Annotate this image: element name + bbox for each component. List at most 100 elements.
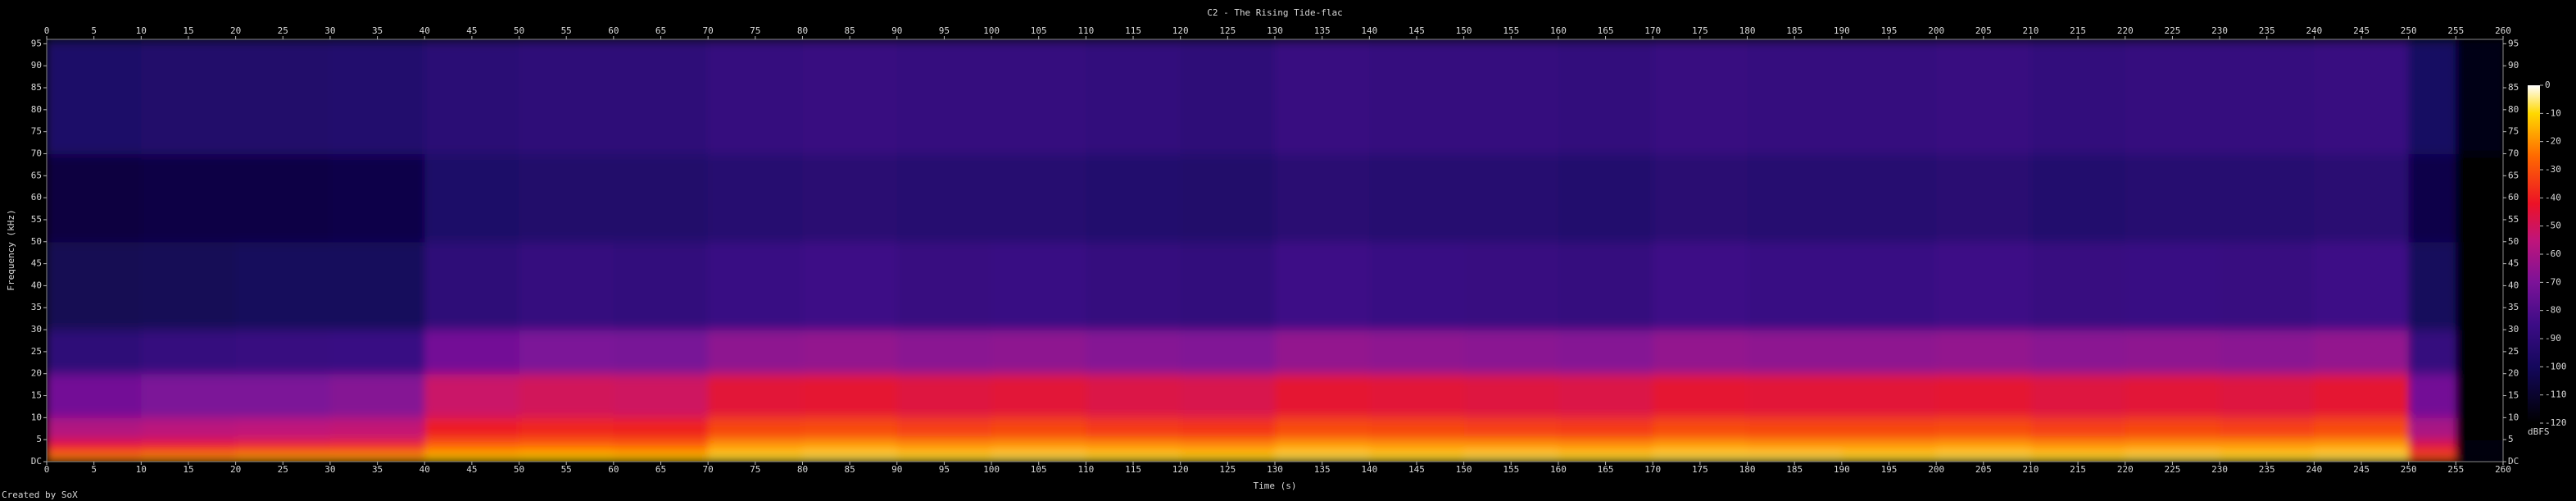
heat-cell: [2125, 453, 2220, 462]
heat-cell: [1653, 153, 1748, 243]
heat-cell: [519, 373, 615, 418]
x-tick-label: 90: [891, 464, 902, 475]
x-tick-label: 150: [1456, 25, 1472, 36]
heat-cell: [47, 330, 142, 375]
y-tick-label: 5: [36, 434, 42, 444]
heat-cell: [1841, 39, 1937, 155]
heat-cell: [1369, 440, 1465, 453]
heat-cell: [2125, 440, 2220, 453]
y-tick-label: 40: [31, 280, 42, 290]
heat-cell: [613, 241, 709, 330]
x-tick-label: 50: [514, 464, 524, 475]
heat-cell: [47, 440, 142, 453]
heat-cell: [2125, 373, 2220, 418]
heat-cell: [141, 330, 237, 375]
x-tick-label: 40: [420, 25, 430, 36]
heat-cell: [1086, 330, 1181, 375]
heat-cell: [235, 373, 331, 418]
x-tick-label: 120: [1172, 25, 1189, 36]
y-tick-label: DC: [2508, 456, 2519, 467]
heat-cell: [708, 373, 804, 418]
heat-cell: [1180, 39, 1276, 155]
x-tick-label: 165: [1598, 464, 1614, 475]
heat-cell: [613, 440, 709, 453]
colorbar-tick-label: -100: [2545, 361, 2567, 371]
heat-cell: [1369, 373, 1465, 418]
x-tick-label: 155: [1503, 464, 1519, 475]
y-tick-label: 60: [2508, 192, 2519, 203]
heat-cell: [613, 373, 709, 418]
heat-cell: [519, 440, 615, 453]
heat-cell: [1369, 39, 1465, 155]
y-tick-label: 95: [2508, 38, 2519, 48]
heat-cell: [1275, 241, 1370, 330]
x-tick-label: 60: [608, 25, 619, 36]
cells: [47, 39, 2503, 462]
x-tick-label: 35: [372, 464, 383, 475]
y-tick-label: 15: [2508, 390, 2519, 401]
heat-cell: [1180, 417, 1276, 440]
colorbar: [2528, 85, 2540, 423]
x-tick-label: 150: [1456, 464, 1472, 475]
heat-cell: [329, 330, 425, 375]
heat-cell: [2220, 440, 2315, 453]
x-tick-label: 250: [2401, 25, 2417, 36]
heat-cell: [613, 330, 709, 375]
heat-cell: [2408, 241, 2456, 330]
colorbar-tick-label: -90: [2545, 333, 2561, 344]
heat-cell: [2125, 330, 2220, 375]
heat-cell: [519, 241, 615, 330]
x-tick-label: 120: [1172, 464, 1189, 475]
heat-cell: [1747, 373, 1843, 418]
heat-cell: [2220, 241, 2315, 330]
x-tick-label: 85: [844, 464, 855, 475]
x-tick-label: 195: [1881, 25, 1898, 36]
y-tick-label: 85: [2508, 82, 2519, 93]
heat-cell: [1558, 330, 1653, 375]
x-tick-label: 240: [2306, 464, 2322, 475]
heat-cell: [1841, 330, 1937, 375]
heat-cell: [1180, 440, 1276, 453]
y-tick-label: 80: [2508, 104, 2519, 115]
y-tick-label: 70: [2508, 148, 2519, 158]
x-tick-label: 55: [561, 25, 572, 36]
colorbar-tick-label: -60: [2545, 248, 2561, 259]
x-tick-label: 210: [2023, 25, 2039, 36]
heat-cell: [235, 241, 331, 330]
heat-cell: [2220, 39, 2315, 155]
x-tick-label: 205: [1975, 25, 1992, 36]
x-tick-label: 90: [891, 25, 902, 36]
x-tick-label: 230: [2211, 25, 2228, 36]
heat-cell: [1369, 453, 1465, 462]
colorbar-tick-label: -110: [2545, 389, 2567, 400]
heat-cell: [1936, 153, 2032, 243]
heat-cell: [519, 153, 615, 243]
heat-cell: [1936, 440, 2032, 453]
heat-cell: [1369, 241, 1465, 330]
x-tick-label: 230: [2211, 464, 2228, 475]
heat-cell: [1463, 417, 1559, 440]
heat-cell: [2220, 153, 2315, 243]
heat-cell: [1653, 373, 1748, 418]
y-tick-label: 90: [31, 60, 42, 71]
y-tick-label: 15: [31, 390, 42, 401]
heat-cell: [141, 153, 237, 243]
x-tick-label: 235: [2259, 464, 2275, 475]
x-tick-label: 85: [844, 25, 855, 36]
heat-cell: [1936, 39, 2032, 155]
heat-cell: [991, 453, 1086, 462]
heat-cell: [708, 417, 804, 440]
x-tick-label: 70: [703, 464, 714, 475]
x-tick-label: 65: [655, 25, 666, 36]
y-tick-label: 50: [31, 236, 42, 247]
heat-cell: [1841, 453, 1937, 462]
y-tick-label: 95: [31, 38, 42, 48]
heat-cell: [613, 153, 709, 243]
x-tick-label: 225: [2164, 25, 2180, 36]
x-tick-label: 95: [939, 25, 950, 36]
y-tick-label: 40: [2508, 280, 2519, 290]
heat-cell: [1275, 440, 1370, 453]
x-tick-label: 190: [1834, 464, 1850, 475]
heat-cell: [235, 453, 331, 462]
x-tick-label: 105: [1031, 464, 1047, 475]
